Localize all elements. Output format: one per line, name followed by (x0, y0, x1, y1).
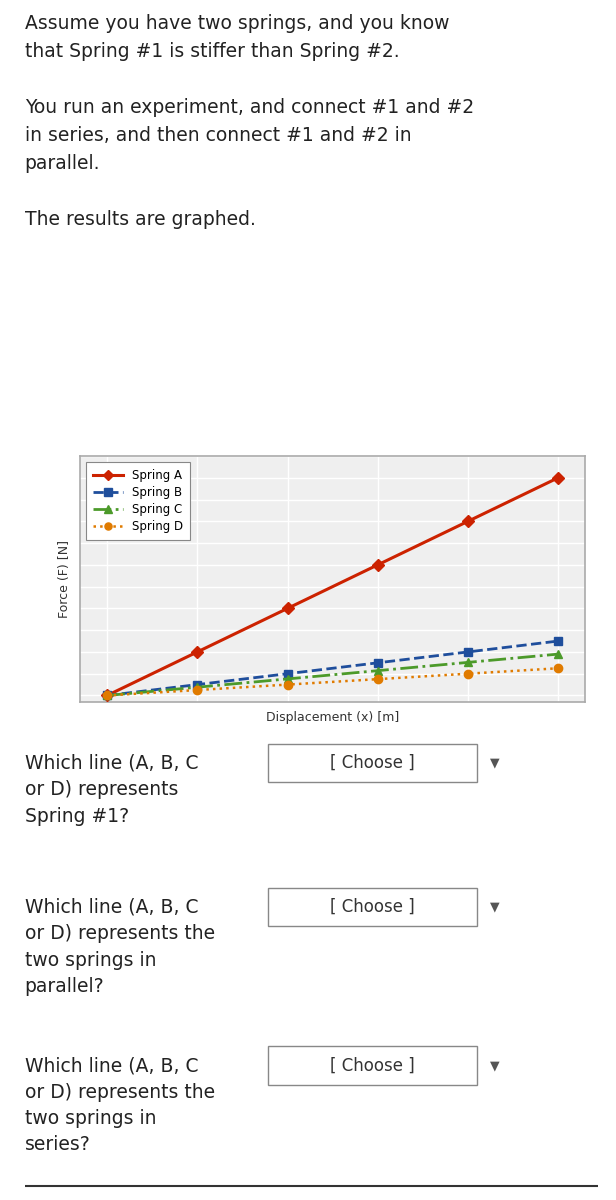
Text: [ Choose ]: [ Choose ] (330, 898, 415, 917)
Text: ▼: ▼ (490, 901, 500, 913)
Spring D (103, 689, 111, 703)
FancyBboxPatch shape (268, 1046, 477, 1085)
Legend: Spring A, Spring B, Spring C, Spring D: Spring A, Spring B, Spring C, Spring D (86, 462, 190, 540)
Spring A (554, 470, 562, 485)
Text: Assume you have two springs, and you know
that Spring #1 is stiffer than Spring : Assume you have two springs, and you kno… (25, 13, 474, 229)
Spring D (464, 666, 472, 680)
Spring D (554, 661, 562, 676)
Spring A (284, 601, 291, 616)
Spring A (374, 558, 381, 572)
Y-axis label: Force (F) [N]: Force (F) [N] (58, 540, 71, 618)
Spring C (193, 680, 201, 695)
Text: ▼: ▼ (490, 757, 500, 769)
Text: ▼: ▼ (490, 1060, 500, 1072)
Spring B (193, 677, 201, 691)
Spring A (464, 514, 472, 528)
Spring C (284, 672, 291, 686)
Line: Spring B: Spring B (103, 637, 562, 700)
Line: Spring C: Spring C (103, 650, 562, 700)
Spring B (284, 666, 291, 680)
Spring B (374, 655, 381, 670)
Spring C (103, 689, 111, 703)
Text: Which line (A, B, C
or D) represents the
two springs in
parallel?: Which line (A, B, C or D) represents the… (25, 898, 215, 996)
Spring B (103, 689, 111, 703)
Spring C (554, 647, 562, 661)
X-axis label: Displacement (x) [m]: Displacement (x) [m] (266, 712, 399, 724)
Spring A (193, 644, 201, 659)
Text: [ Choose ]: [ Choose ] (330, 754, 415, 773)
FancyBboxPatch shape (268, 744, 477, 782)
Spring D (374, 672, 381, 686)
Spring C (374, 664, 381, 678)
Spring B (554, 634, 562, 648)
Line: Spring A: Spring A (103, 474, 562, 700)
Text: Which line (A, B, C
or D) represents
Spring #1?: Which line (A, B, C or D) represents Spr… (25, 754, 198, 826)
Spring D (193, 683, 201, 697)
FancyBboxPatch shape (268, 888, 477, 926)
Line: Spring D: Spring D (103, 664, 562, 700)
Spring C (464, 655, 472, 670)
Text: Which line (A, B, C
or D) represents the
two springs in
series?: Which line (A, B, C or D) represents the… (25, 1056, 215, 1154)
Spring D (284, 677, 291, 691)
Spring B (464, 644, 472, 659)
Spring A (103, 689, 111, 703)
Text: [ Choose ]: [ Choose ] (330, 1057, 415, 1075)
